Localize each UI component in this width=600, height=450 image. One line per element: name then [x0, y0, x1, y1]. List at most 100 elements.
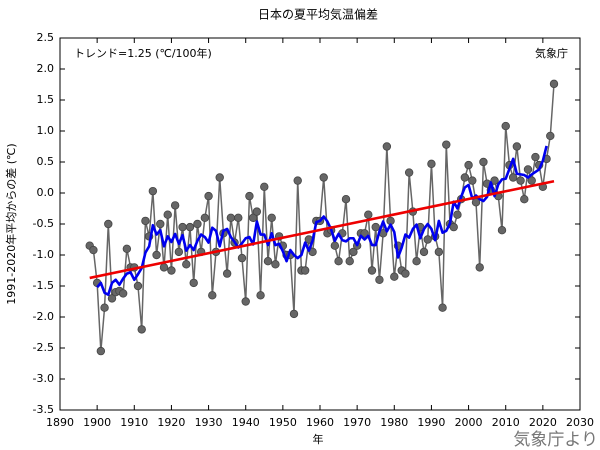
- data-point: [334, 257, 343, 266]
- y-tick-label: 0.0: [37, 186, 55, 199]
- y-tick-label: 2.5: [37, 31, 55, 44]
- data-point: [137, 325, 146, 334]
- data-point: [107, 294, 117, 303]
- data-point: [260, 182, 269, 191]
- data-point: [412, 257, 421, 266]
- data-point: [89, 245, 98, 255]
- data-point: [189, 278, 198, 288]
- data-point: [375, 275, 384, 284]
- data-point: [271, 260, 280, 269]
- data-point: [96, 346, 106, 356]
- data-point: [404, 168, 414, 177]
- data-point: [438, 303, 447, 312]
- data-point: [141, 216, 150, 226]
- trend-annotation: トレンド=1.25 (℃/100年): [74, 46, 212, 60]
- data-point: [449, 222, 458, 232]
- data-point: [546, 131, 555, 141]
- data-point: [319, 173, 328, 182]
- data-point: [531, 152, 540, 162]
- chart-title: 日本の夏平均気温偏差: [258, 7, 378, 22]
- y-tick-label: -2.0: [33, 310, 54, 323]
- data-point: [152, 250, 161, 260]
- y-tick-label: 2.0: [37, 62, 55, 75]
- data-point: [159, 263, 169, 272]
- y-tick-label: -3.5: [33, 403, 54, 416]
- x-tick-label: 1960: [306, 416, 334, 429]
- data-point: [193, 219, 202, 229]
- data-point: [520, 194, 529, 204]
- x-tick-label: 1970: [343, 416, 371, 429]
- data-point: [490, 176, 499, 185]
- data-point: [401, 269, 410, 278]
- x-tick-label: 1900: [83, 416, 111, 429]
- data-point: [263, 257, 273, 266]
- y-tick-label: 1.5: [37, 93, 55, 106]
- y-tick-label: 1.0: [37, 124, 55, 137]
- data-point: [289, 309, 299, 319]
- data-point: [360, 229, 369, 238]
- x-tick-label: 1980: [380, 416, 408, 429]
- data-point: [330, 241, 340, 250]
- data-point: [442, 140, 451, 149]
- y-tick-label: 0.5: [37, 155, 55, 168]
- data-point: [245, 191, 254, 201]
- data-point: [468, 176, 477, 185]
- x-tick-label: 1950: [269, 416, 297, 429]
- data-point: [156, 219, 165, 229]
- data-point: [256, 291, 265, 300]
- x-tick-label: 2020: [529, 416, 557, 429]
- source-credit: 気象庁より: [513, 430, 598, 450]
- data-point: [364, 210, 373, 219]
- data-point: [434, 247, 444, 257]
- y-axis-label: 1991-2020年平均からの差 (℃): [4, 143, 18, 304]
- data-point: [148, 186, 158, 196]
- data-point: [527, 176, 536, 185]
- data-point: [293, 176, 302, 185]
- data-point: [371, 222, 380, 232]
- data-point: [382, 142, 392, 151]
- data-point: [237, 253, 247, 263]
- data-point: [475, 263, 484, 272]
- x-tick-label: 2000: [455, 416, 483, 429]
- x-tick-label: 2030: [566, 416, 594, 429]
- y-tick-label: -2.5: [33, 341, 54, 354]
- data-point: [222, 269, 232, 278]
- data-point: [423, 235, 432, 244]
- data-point: [453, 210, 462, 219]
- data-point: [118, 289, 128, 298]
- y-tick-label: -1.0: [33, 248, 54, 261]
- data-point: [252, 207, 262, 216]
- data-point: [133, 281, 143, 291]
- data-point: [182, 260, 191, 269]
- data-point: [178, 222, 187, 232]
- data-point: [167, 266, 176, 275]
- data-point: [248, 213, 258, 222]
- data-point: [390, 272, 399, 281]
- x-tick-label: 1910: [120, 416, 148, 429]
- x-tick-label: 1920: [157, 416, 185, 429]
- data-point: [549, 79, 559, 89]
- x-tick-label: 1990: [417, 416, 445, 429]
- data-point: [100, 303, 109, 312]
- data-point: [215, 173, 224, 182]
- data-point: [427, 159, 436, 169]
- data-point: [185, 222, 195, 232]
- data-point: [200, 213, 210, 222]
- x-axis-label: 年: [313, 432, 324, 446]
- data-point: [512, 142, 522, 151]
- data-point: [300, 266, 310, 275]
- data-point: [204, 191, 213, 201]
- data-point: [174, 247, 184, 257]
- data-point: [367, 266, 377, 275]
- data-point: [501, 121, 510, 131]
- data-point: [349, 247, 358, 257]
- data-point: [104, 219, 113, 229]
- data-point: [516, 176, 525, 185]
- data-point: [241, 297, 250, 306]
- x-tick-label: 1940: [232, 416, 260, 429]
- data-point: [479, 157, 488, 167]
- data-point: [523, 165, 533, 174]
- data-point: [508, 173, 518, 182]
- y-tick-label: -0.5: [33, 217, 54, 230]
